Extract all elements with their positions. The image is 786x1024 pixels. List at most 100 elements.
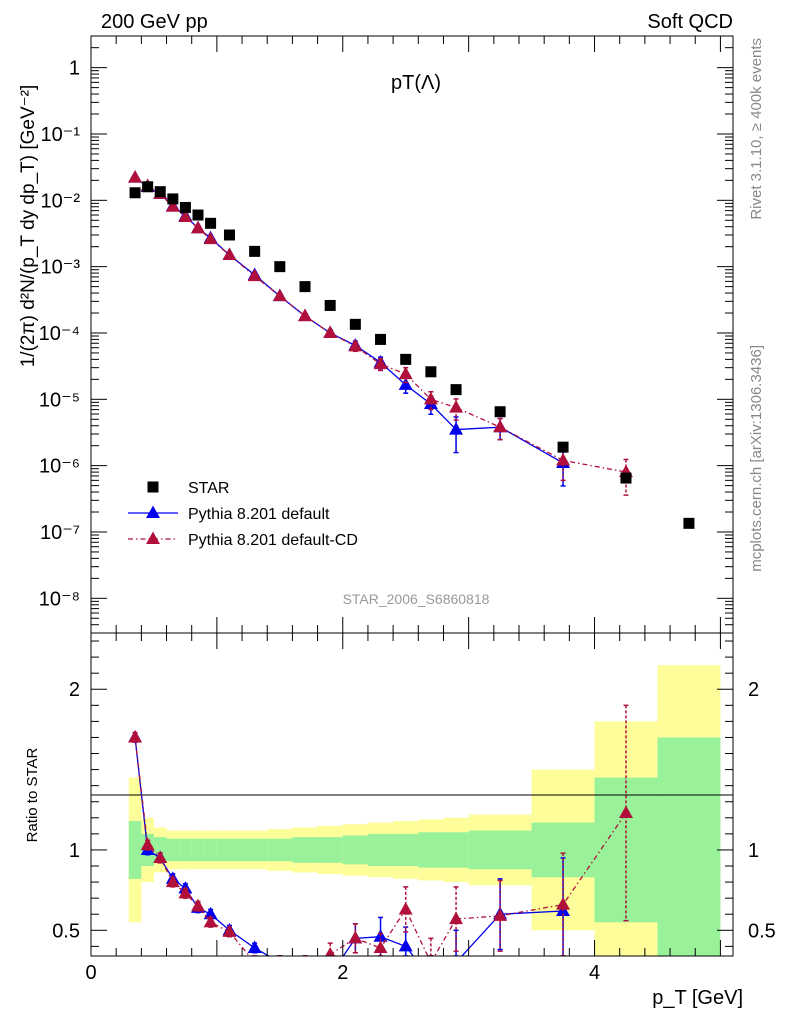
ratio-band-green [242, 838, 268, 862]
pythia-default-cd-marker [191, 220, 205, 234]
legend-pythia-default-marker [146, 505, 160, 519]
star-marker [425, 366, 437, 378]
main-tick-layer [90, 35, 733, 634]
ratio-ytick-labels: 0.5 0.5 1 1 2 2 [52, 679, 776, 942]
ratio-ytick-label-left: 0.5 [52, 920, 80, 942]
ratio-pythia-default-cd-marker [556, 897, 571, 910]
star-marker [324, 299, 336, 311]
ratio-pythia-default-cd-marker [398, 901, 413, 915]
ratio-band-green [216, 838, 243, 862]
star-marker [205, 217, 217, 229]
legend-label: STAR [188, 480, 229, 497]
ratio-band-green [128, 821, 142, 879]
star-marker [400, 353, 412, 365]
pythia-default-cd-marker [556, 452, 571, 466]
pythia-default-cd-marker [348, 338, 363, 352]
ratio-pythia-default-cd-marker [178, 885, 193, 899]
pythia-default-cd-marker [272, 288, 287, 302]
main-panel: pT(Λ) STAR_2006_S6860818 10⁻⁸ 10⁻⁷ 10⁻⁶ 10⁻… [18, 35, 734, 634]
pythia-default-cd-marker [203, 231, 218, 245]
ratio-ytick-label-right: 0.5 [748, 920, 776, 942]
main-ylabel: 1/(2π) d²N/(p_T dy dp_T) [GeV⁻²] [18, 85, 39, 368]
ratio-pythia-default-cd-marker [348, 930, 363, 944]
ratio-pythia-default-marker [247, 940, 262, 954]
main-title: pT(Λ) [391, 72, 441, 94]
star-marker [167, 193, 179, 205]
star-marker [375, 333, 387, 345]
ratio-pythia-default-marker [203, 906, 218, 920]
ratio-band-green [393, 833, 419, 867]
pythia-default-cd-marker [298, 308, 312, 322]
ratio-band-green [191, 838, 205, 862]
ratio-ytick-label-left: 1 [69, 840, 80, 862]
main-ytick-label: 10⁻² [41, 190, 81, 212]
ratio-band-green [204, 838, 217, 862]
star-marker [223, 229, 235, 241]
ratio-band-green [179, 838, 192, 862]
x-tick-label: 0 [85, 962, 96, 984]
legend-pythia-default-cd-marker [146, 531, 160, 545]
main-ytick-label: 10⁻⁶ [39, 456, 80, 478]
ratio-pythia-default-cd-marker [203, 914, 218, 928]
star-marker [683, 517, 695, 529]
legend: STAR Pythia 8.201 default Pythia 8.201 def… [128, 480, 358, 549]
ratio-band-green [292, 837, 318, 863]
ratio-panel: 0.5 0.5 1 1 2 2 0 2 4 Ratio to STAR p_T [GeV] [24, 632, 776, 1009]
star-marker [154, 186, 166, 198]
x-tick-labels: 0 2 4 [85, 962, 600, 984]
ratio-pythia-default-cd-marker [325, 946, 336, 956]
ratio-pythia-default-cd-marker [153, 850, 168, 864]
main-ytick-label: 10⁻⁴ [39, 323, 80, 345]
ratio-band-green [166, 838, 180, 862]
star-marker [349, 318, 361, 330]
ratio-band-green [657, 737, 721, 956]
pythia-default-cd-marker [128, 170, 143, 183]
ratio-pythia-default-cd-marker [373, 940, 388, 954]
x-tick-label: 4 [589, 962, 600, 984]
pythia-default-cd-marker [423, 391, 438, 405]
pythia-default-cd-marker [373, 356, 388, 370]
star-marker [179, 201, 191, 213]
main-ytick-labels: 10⁻⁸ 10⁻⁷ 10⁻⁶ 10⁻⁵ 10⁻⁴ 10⁻³ 10⁻² 10⁻¹ 1 [39, 58, 81, 611]
ratio-band-green [267, 838, 293, 862]
watermark: STAR_2006_S6860818 [343, 591, 490, 607]
ratio-pythia-default-cd-marker [191, 898, 205, 912]
star-marker [129, 187, 141, 199]
ratio-ytick-label-left: 2 [69, 679, 80, 701]
main-ytick-label: 10⁻³ [41, 257, 81, 279]
pythia-default-cd-marker [493, 419, 508, 433]
pythia-default-cd-marker [165, 199, 180, 212]
legend-label: Pythia 8.201 default-CD [188, 532, 358, 549]
pythia-default-cd-marker [323, 325, 338, 339]
ratio-pythia-default-cd-marker [128, 730, 143, 743]
main-data-layer [128, 170, 695, 529]
main-ytick-label: 10⁻¹ [41, 124, 81, 146]
x-axis-label: p_T [GeV] [652, 987, 743, 1009]
pythia-default-cd-marker [449, 400, 464, 413]
mcplots-reference-label: mcplots.cern.ch [arXiv:1306.3436] [748, 345, 765, 572]
star-marker [450, 384, 462, 396]
star-marker [620, 472, 632, 484]
main-ytick-label: 10⁻⁷ [40, 522, 80, 544]
ratio-pythia-default-cd-marker [140, 837, 155, 851]
ratio-frame [90, 632, 734, 957]
pythia-default-cd-marker [247, 268, 262, 282]
ratio-ylabel: Ratio to STAR [24, 747, 41, 842]
star-marker [192, 209, 204, 221]
ratio-pythia-default-cd-marker [619, 805, 633, 819]
ratio-data-layer [128, 704, 633, 956]
ratio-bands [128, 665, 721, 956]
ratio-band-green [342, 835, 368, 865]
ratio-pythia-default-cd-marker [165, 874, 180, 888]
pythia-default-marker [449, 422, 464, 435]
rivet-version-label: Rivet 3.1.10, ≥ 400k events [748, 38, 765, 220]
ratio-ytick-label-right: 2 [748, 679, 759, 701]
ratio-pythia-default-cd-line [134, 737, 627, 956]
ratio-band-green [317, 837, 343, 863]
ratio-band-green [367, 833, 394, 867]
main-ytick-label: 10⁻⁸ [39, 588, 80, 610]
ratio-pythia-default-cd-marker [493, 908, 508, 921]
star-marker [142, 181, 154, 193]
ratio-pythia-default-cd-marker [222, 924, 237, 937]
